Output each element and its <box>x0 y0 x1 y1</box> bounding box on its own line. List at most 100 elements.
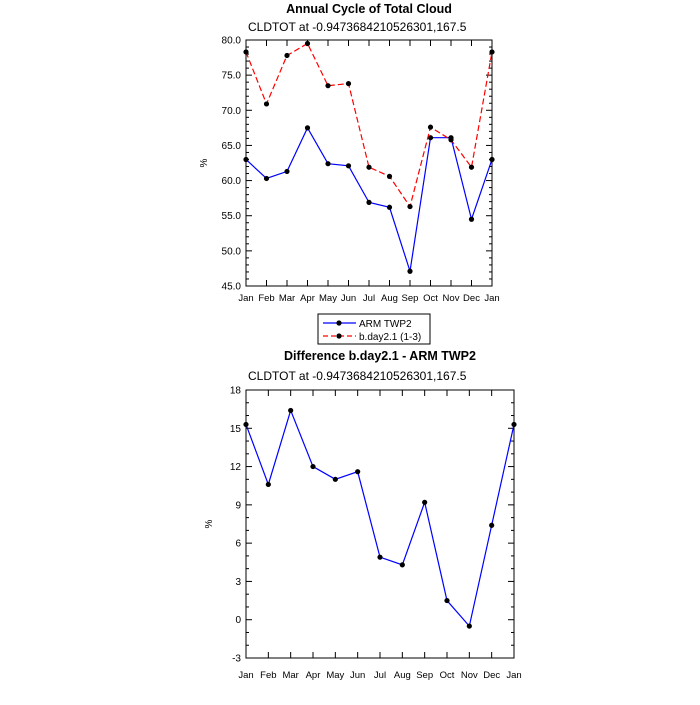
plot-frame <box>245 389 515 659</box>
x-tick-label: Jun <box>350 670 365 681</box>
legend-box <box>317 313 431 345</box>
y-tick-label: 6 <box>235 539 241 550</box>
y-tick-label: 45.0 <box>222 282 242 293</box>
y-tick-label: 55.0 <box>222 211 242 222</box>
x-tick-label: Dec <box>463 293 480 304</box>
x-tick-label: Nov <box>461 670 478 681</box>
data-point <box>427 124 434 130</box>
data-point <box>511 421 517 428</box>
chart-panel-2: Difference b.day2.1 - ARM TWP2 CLDTOT at … <box>204 349 522 681</box>
chart-title: Annual Cycle of Total Cloud <box>286 2 452 16</box>
y-tick-label: 75.0 <box>222 71 242 82</box>
x-tick-label: Jan <box>238 670 253 681</box>
data-point <box>489 49 495 55</box>
x-tick-label: Mar <box>279 293 295 304</box>
data-point <box>284 168 290 175</box>
data-point <box>468 164 475 170</box>
x-tick-label: Jan <box>484 293 499 304</box>
data-point <box>489 156 495 163</box>
series-line-1 <box>245 408 515 628</box>
x-tick-label: Dec <box>483 670 500 681</box>
data-point <box>444 597 450 604</box>
x-tick-label: Aug <box>394 670 411 681</box>
data-point <box>265 481 271 488</box>
data-point <box>386 204 393 210</box>
legend-marker <box>336 320 342 326</box>
data-point <box>448 137 454 143</box>
data-point <box>325 83 331 89</box>
data-point <box>366 164 372 170</box>
data-point <box>422 499 428 505</box>
y-axis-label: % <box>199 158 210 167</box>
x-tick-label: Feb <box>260 670 276 681</box>
y-tick-label: 9 <box>235 500 241 511</box>
data-point <box>468 216 475 222</box>
y-tick-label: 0 <box>235 615 241 626</box>
y-tick-label: 60.0 <box>222 176 242 187</box>
data-point <box>399 562 405 568</box>
x-tick-label: Oct <box>423 293 438 304</box>
data-point <box>407 268 413 274</box>
x-tick-label: May <box>326 670 344 681</box>
x-tick-label: Mar <box>282 670 298 681</box>
data-point <box>304 125 311 131</box>
legend: ARM TWP2 b.day2.1 (1-3) <box>317 313 431 345</box>
x-tick-label: Jan <box>238 293 253 304</box>
data-point <box>427 135 434 141</box>
data-point <box>407 203 413 210</box>
chart-title: Difference b.day2.1 - ARM TWP2 <box>284 349 476 363</box>
data-point <box>263 101 270 107</box>
y-tick-label: -3 <box>232 654 241 665</box>
chart-subtitle: CLDTOT at -0.9473684210526301,167.5 <box>248 20 467 34</box>
x-tick-label: Oct <box>440 670 455 681</box>
data-point <box>243 156 249 163</box>
data-point <box>345 80 352 87</box>
data-point <box>386 173 393 179</box>
legend-label: ARM TWP2 <box>359 319 412 330</box>
x-tick-label: Feb <box>258 293 274 304</box>
data-point <box>304 40 311 47</box>
x-tick-label: Jan <box>506 670 521 681</box>
data-point <box>263 175 270 182</box>
y-tick-label: 50.0 <box>222 246 242 257</box>
data-point <box>325 161 331 167</box>
x-tick-label: Jul <box>363 293 375 304</box>
data-point <box>345 163 352 169</box>
series-line-2 <box>245 42 493 209</box>
y-tick-label: 12 <box>230 462 242 473</box>
data-point <box>466 623 472 629</box>
y-tick-label: 70.0 <box>222 106 242 117</box>
plot-frame <box>245 39 493 287</box>
x-tick-label: Sep <box>416 670 433 681</box>
data-point <box>366 199 372 205</box>
x-tick-label: Nov <box>443 293 460 304</box>
x-tick-label: Aug <box>381 293 398 304</box>
data-point <box>355 469 361 475</box>
data-point <box>243 49 249 55</box>
legend-marker <box>336 333 342 339</box>
x-tick-label: Sep <box>402 293 419 304</box>
data-point <box>284 52 290 59</box>
y-tick-label: 15 <box>230 424 242 435</box>
y-tick-label: 80.0 <box>222 36 242 47</box>
x-tick-label: Apr <box>306 670 321 681</box>
data-point <box>377 554 383 560</box>
y-axis-label: % <box>204 519 215 528</box>
legend-label: b.day2.1 (1-3) <box>359 332 421 343</box>
y-tick-label: 65.0 <box>222 141 242 152</box>
chart-subtitle: CLDTOT at -0.9473684210526301,167.5 <box>248 369 467 383</box>
data-point <box>243 421 249 428</box>
chart-panel-1: Annual Cycle of Total Cloud CLDTOT at -0.… <box>199 2 500 345</box>
x-tick-label: May <box>319 293 337 304</box>
x-tick-label: Apr <box>300 293 315 304</box>
x-tick-label: Jun <box>341 293 356 304</box>
x-tick-label: Jul <box>374 670 386 681</box>
data-point <box>288 407 294 414</box>
data-point <box>332 476 338 482</box>
series-line-1 <box>245 126 493 272</box>
data-point <box>489 522 495 528</box>
y-tick-label: 18 <box>230 386 242 397</box>
data-point <box>310 463 316 470</box>
